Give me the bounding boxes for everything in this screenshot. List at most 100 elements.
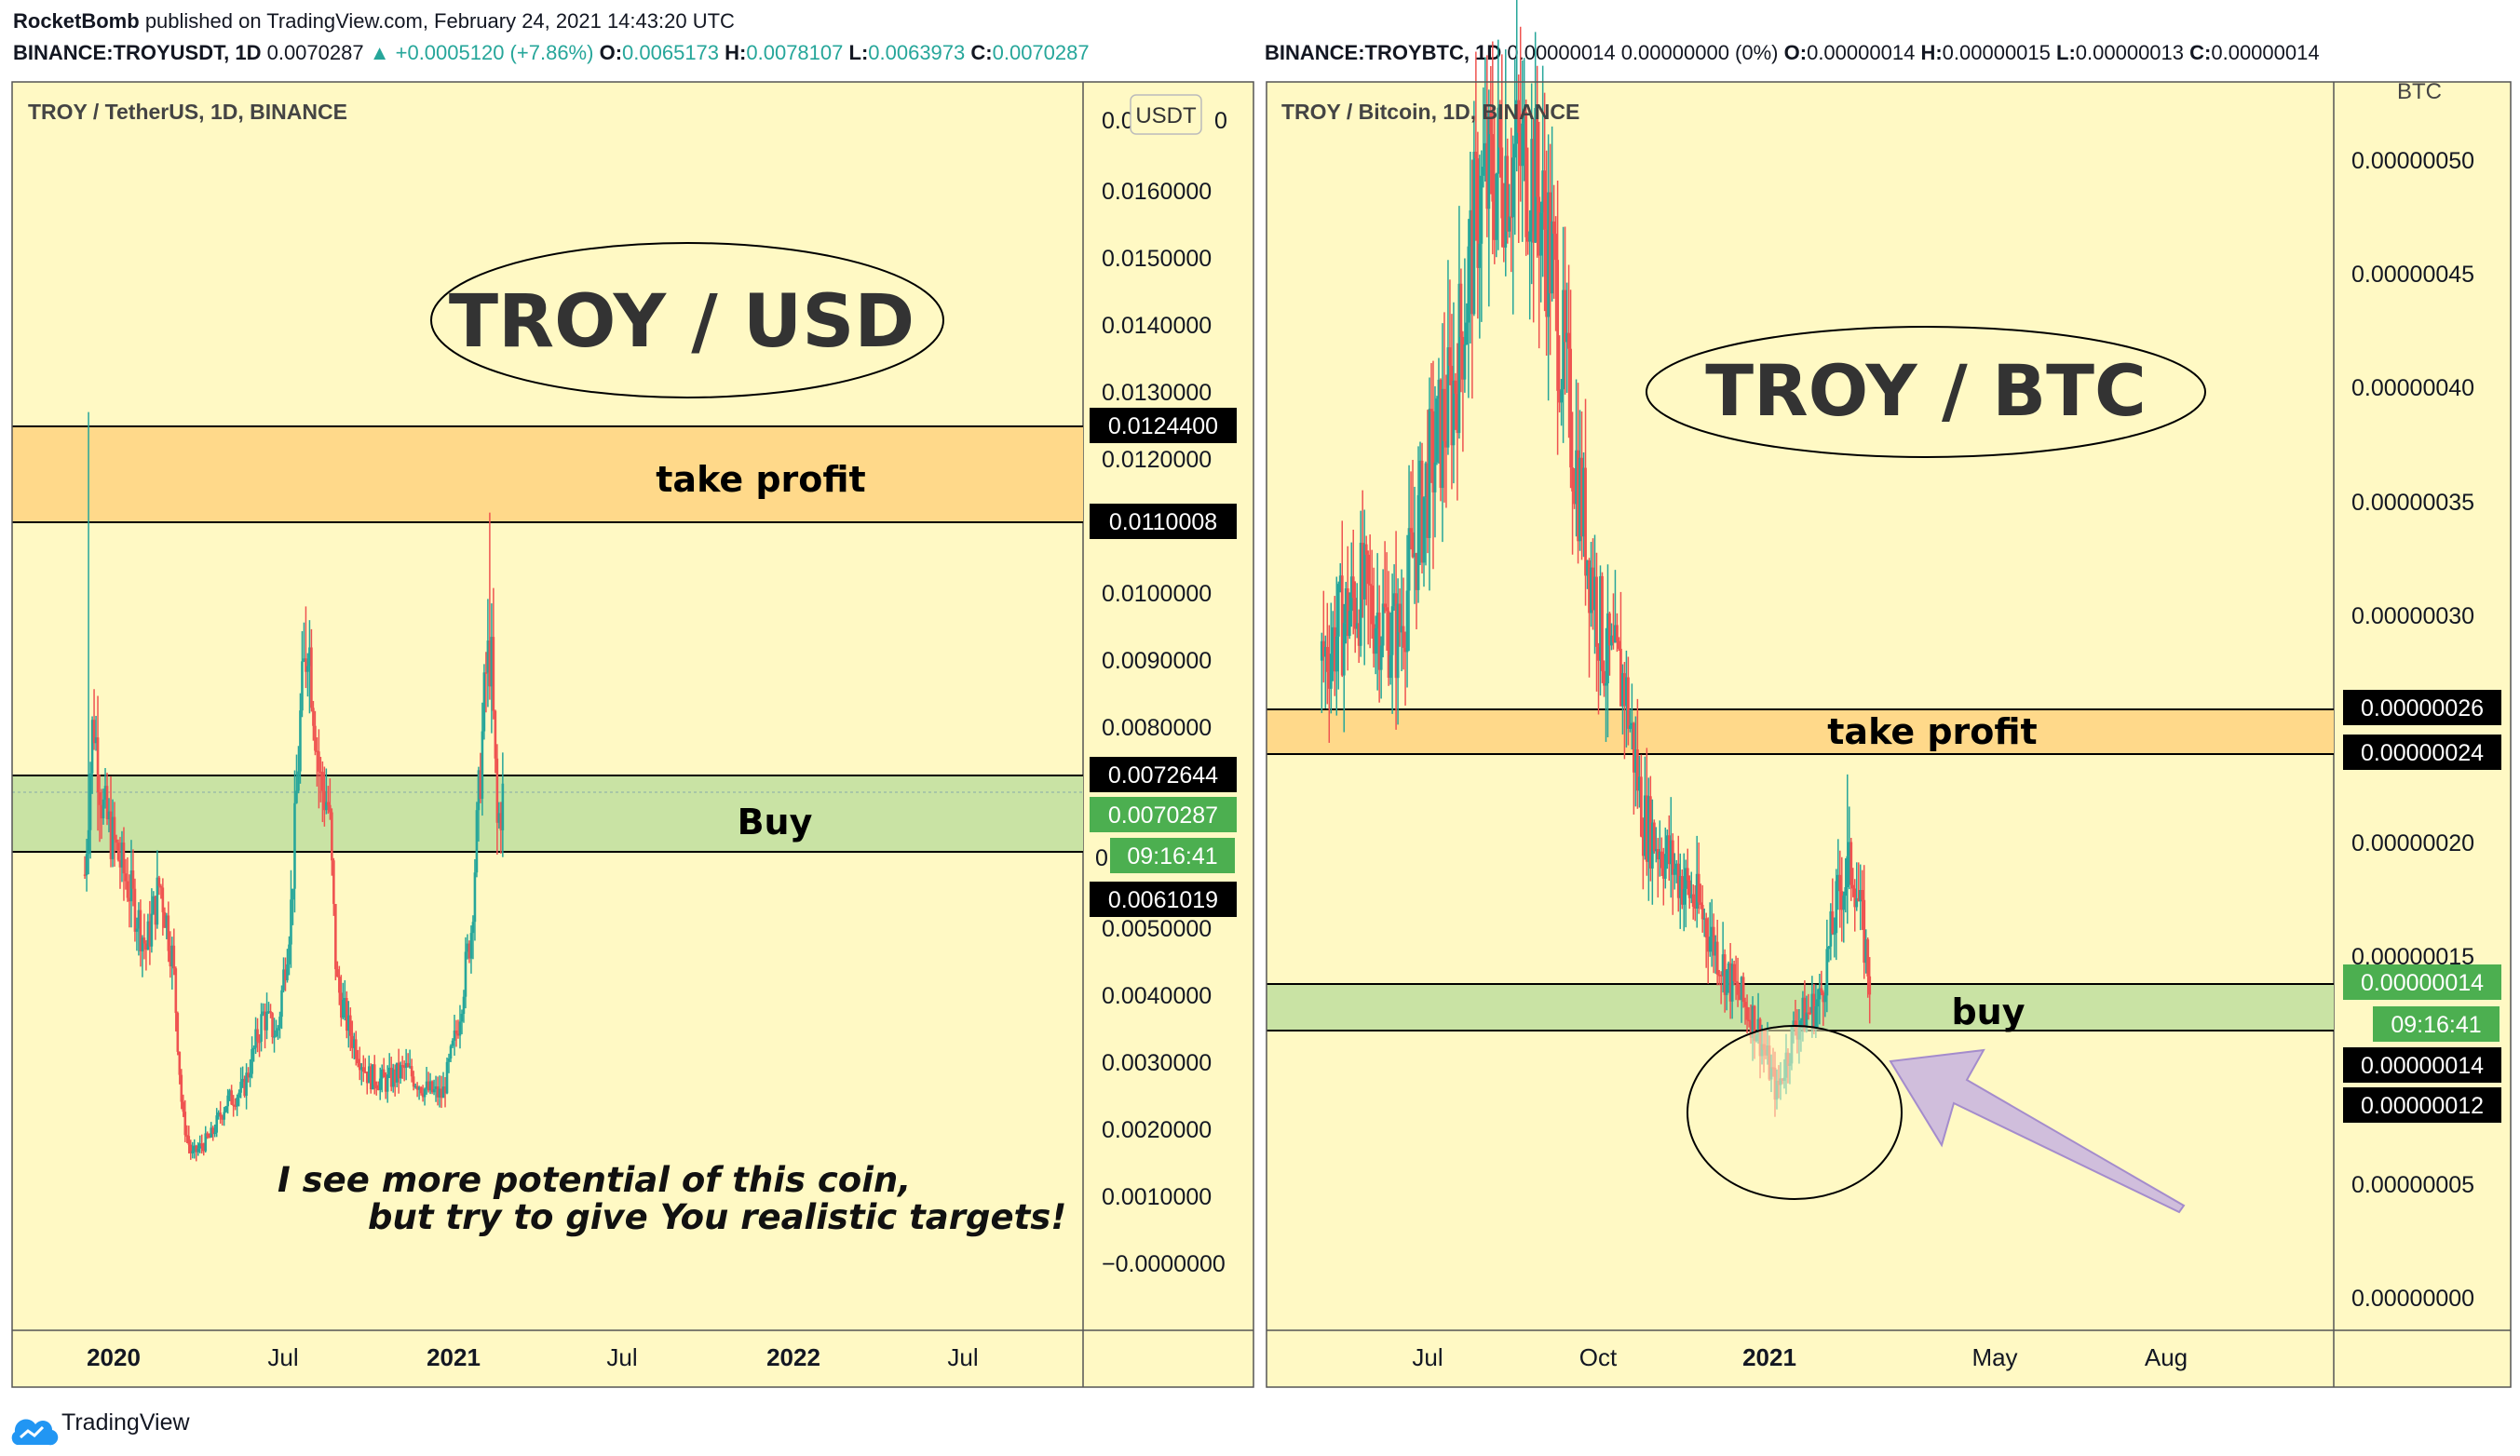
candle-body xyxy=(332,860,335,904)
candle-body xyxy=(329,804,332,813)
left-x-tick-label: 2022 xyxy=(766,1343,820,1371)
left-y-top-tick: 0.0 xyxy=(1102,108,1134,134)
candle-body xyxy=(1362,544,1366,600)
candle-body xyxy=(425,1081,428,1089)
candle-body xyxy=(1704,918,1708,938)
candle-body xyxy=(473,872,477,923)
right-symbol[interactable]: BINANCE:TROYBTC, 1D xyxy=(1265,41,1502,64)
candle-body xyxy=(286,964,289,980)
candle-body xyxy=(378,1078,382,1090)
candle-body xyxy=(486,640,490,673)
candle-body xyxy=(1502,218,1506,248)
candle-body xyxy=(1534,108,1538,243)
left-title-ellipse xyxy=(430,242,944,398)
candle-body xyxy=(471,922,475,934)
left-currency-badge[interactable] xyxy=(1130,94,1202,135)
left-take-profit-zone xyxy=(12,426,1083,522)
left-chart[interactable]: TROY / TetherUS, 1D, BINANCE TROY / USD … xyxy=(11,81,1254,1388)
candle-body xyxy=(1497,107,1500,174)
right-tag-countdown xyxy=(2373,1006,2500,1042)
candle-body xyxy=(1383,603,1387,608)
candle-body xyxy=(1335,636,1338,672)
candle-body xyxy=(1377,613,1381,670)
candle-body xyxy=(1461,336,1465,380)
candle-body xyxy=(1612,635,1615,643)
candle-body xyxy=(1474,151,1478,159)
candle-body xyxy=(344,998,346,1000)
candle-body xyxy=(172,945,176,969)
candle-body xyxy=(213,1132,217,1135)
candle-body xyxy=(1323,646,1327,657)
candle-body xyxy=(1500,147,1504,219)
right-c-label: C: xyxy=(2189,41,2212,64)
candle-body xyxy=(1374,627,1377,654)
candle-body xyxy=(363,1072,367,1073)
candle-body xyxy=(96,737,100,793)
tradingview-logo-icon[interactable] xyxy=(11,1419,59,1446)
left-symbol[interactable]: BINANCE:TROYUSDT, 1D xyxy=(13,41,262,64)
candle-body xyxy=(1646,796,1650,862)
candle-body xyxy=(1714,941,1717,956)
candle-body xyxy=(1389,654,1392,679)
candle-body xyxy=(345,998,348,1031)
candle-body xyxy=(467,943,471,959)
candle-body xyxy=(438,1088,441,1098)
candle-body xyxy=(137,910,141,929)
candle-body xyxy=(1329,654,1333,689)
candle-body xyxy=(196,1148,200,1153)
candle-body xyxy=(318,751,320,772)
candle-body xyxy=(413,1085,417,1088)
left-y-ticks: 0.0160000 0.0150000 0.0140000 0.0130000 0.01… xyxy=(1102,179,1226,1277)
left-h-label: H: xyxy=(725,41,747,64)
candle-body xyxy=(469,933,473,959)
candle-body xyxy=(293,802,296,889)
candle-body xyxy=(1327,671,1331,689)
candle-body xyxy=(373,1064,376,1085)
candle-body xyxy=(1415,553,1418,590)
right-chart[interactable]: TROY / Bitcoin, 1D, BINANCE TROY / BTC t… xyxy=(1266,0,2512,1388)
left-last: 0.0070287 xyxy=(266,41,364,64)
candle-body xyxy=(120,843,124,868)
candle-body xyxy=(1621,673,1624,707)
left-buy-zone xyxy=(12,775,1083,852)
candle-body xyxy=(288,944,291,964)
candle-body xyxy=(1706,937,1710,952)
candle-body xyxy=(237,1092,240,1099)
footer-brand: TradingView xyxy=(61,1409,191,1436)
candle-body xyxy=(1584,467,1587,576)
right-open: 0.00000014 xyxy=(1807,41,1916,64)
candle-body xyxy=(129,870,133,902)
candle-body xyxy=(1446,347,1450,448)
candle-body xyxy=(1723,954,1727,995)
candle-body xyxy=(1560,389,1564,403)
candle-body xyxy=(1355,623,1359,629)
candle-body xyxy=(264,1011,266,1031)
candle-body xyxy=(1426,463,1429,538)
candle-body xyxy=(1331,627,1335,654)
candle-body xyxy=(312,708,315,726)
candle-body xyxy=(1357,623,1361,646)
left-pane-title: TROY / TetherUS, 1D, BINANCE xyxy=(28,100,347,124)
candle-body xyxy=(1526,236,1530,242)
right-bottom-circle xyxy=(1687,1025,1903,1200)
candle-body xyxy=(135,928,139,932)
candle-body xyxy=(1633,749,1637,773)
candle-body xyxy=(94,737,98,744)
candle-body xyxy=(350,1035,354,1048)
candle-body xyxy=(1578,457,1581,542)
right-values: 0.00000014 0.00000000 (0%) xyxy=(1507,41,1779,64)
right-buy-label: buy xyxy=(1951,991,2025,1032)
candle-body xyxy=(402,1065,406,1069)
left-tag-buy-bottom xyxy=(1090,882,1237,917)
candle-body xyxy=(148,921,152,947)
candle-body xyxy=(1643,795,1646,856)
svg-text:0: 0 xyxy=(1095,845,1108,871)
candle-body xyxy=(466,943,469,952)
candle-body xyxy=(1693,906,1697,909)
candle-body xyxy=(1712,926,1715,956)
candle-body xyxy=(404,1062,408,1069)
left-candles xyxy=(83,411,505,1162)
candle-body xyxy=(1835,881,1838,934)
author-name[interactable]: RocketBomb xyxy=(13,9,140,33)
left-y-tick-label: 0.0080000 xyxy=(1102,715,1212,741)
